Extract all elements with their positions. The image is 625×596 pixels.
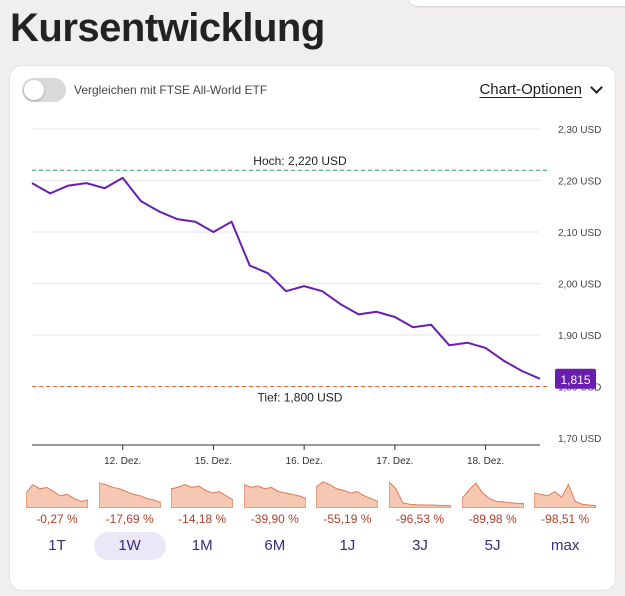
x-tick-label: 16. Dez. — [286, 456, 323, 467]
compare-label: Vergleichen mit FTSE All-World ETF — [74, 83, 268, 97]
sparkline-graphic — [461, 482, 525, 509]
x-tick-label: 15. Dez. — [195, 456, 232, 467]
range-button-max[interactable]: max — [551, 537, 580, 554]
range-sparkline — [315, 478, 379, 509]
x-tick-label: 17. Dez. — [376, 456, 413, 467]
range-change-label: -89,98 % — [468, 512, 517, 526]
range-change-label: -39,90 % — [250, 512, 299, 526]
range-button-6m[interactable]: 6M — [264, 537, 286, 554]
y-tick-label: 2,20 USD — [558, 177, 601, 188]
sparkline-area — [98, 482, 162, 509]
page-title: Kursentwicklung — [10, 6, 325, 50]
sparkline-graphic — [98, 482, 162, 509]
chart-options-label: Chart-Optionen — [479, 81, 582, 98]
y-tick-label: 2,10 USD — [558, 228, 601, 239]
chart-card: Vergleichen mit FTSE All-World ETF Chart… — [10, 66, 615, 590]
high-label: Hoch: 2,220 USD — [253, 154, 347, 168]
range-button-5j[interactable]: 5J — [484, 537, 501, 554]
sparkline-graphic — [388, 480, 452, 509]
range-button-1t[interactable]: 1T — [48, 537, 66, 554]
range-sparkline — [243, 478, 307, 509]
range-sparkline — [533, 478, 597, 509]
range-change-label: -0,27 % — [36, 512, 78, 526]
x-tick-label: 18. Dez. — [467, 456, 504, 467]
low-label: Tief: 1,800 USD — [258, 391, 343, 405]
sparkline-area — [243, 483, 307, 509]
range-sparkline — [98, 478, 162, 509]
y-tick-label: 1,70 USD — [558, 434, 601, 445]
compare-toggle[interactable] — [22, 78, 66, 102]
toggle-knob — [24, 80, 44, 100]
top-tab-fragment — [408, 0, 625, 6]
sparkline-graphic — [533, 483, 597, 509]
sparkline-graphic — [25, 483, 89, 509]
range-sparkline — [25, 478, 89, 509]
current-price-badge — [555, 368, 596, 389]
sparkline-graphic — [170, 484, 234, 509]
range-sparkline — [461, 478, 525, 509]
chart-options-button[interactable]: Chart-Optionen — [479, 80, 603, 98]
range-button-3j[interactable]: 3J — [412, 537, 428, 554]
sparkline-area — [25, 483, 89, 509]
sparkline-graphic — [315, 481, 379, 509]
range-sparklines: -0,27 % -17,69 % -14,18 % -39,90 % -55,19 % -… — [25, 478, 606, 528]
range-sparkline — [170, 478, 234, 509]
range-button-1m[interactable]: 1M — [191, 537, 213, 554]
range-button-1w[interactable]: 1W — [93, 532, 166, 560]
price-chart[interactable]: 2,30 USD 2,20 USD 2,10 USD 2,00 USD 1,90 USD… — [10, 66, 615, 476]
y-tick-label: 2,00 USD — [558, 280, 601, 291]
range-button-1j[interactable]: 1J — [339, 537, 356, 554]
range-sparkline — [388, 478, 452, 509]
sparkline-area — [315, 481, 379, 509]
y-tick-label: 2,30 USD — [558, 125, 601, 136]
range-change-label: -17,69 % — [105, 512, 154, 526]
sparkline-area — [388, 480, 452, 509]
current-price-label: 1,815 — [560, 373, 590, 387]
sparkline-area — [533, 483, 597, 509]
x-tick-label: 12. Dez. — [104, 456, 141, 467]
range-change-label: -55,19 % — [323, 512, 372, 526]
range-change-label: -96,53 % — [395, 512, 445, 526]
range-change-label: -98,51 % — [541, 512, 590, 526]
sparkline-graphic — [243, 483, 307, 509]
range-change-label: -14,18 % — [178, 512, 227, 526]
sparkline-area — [461, 482, 525, 509]
sparkline-area — [170, 484, 234, 509]
y-tick-label: 1,90 USD — [558, 331, 601, 342]
price-series-line — [31, 176, 541, 380]
